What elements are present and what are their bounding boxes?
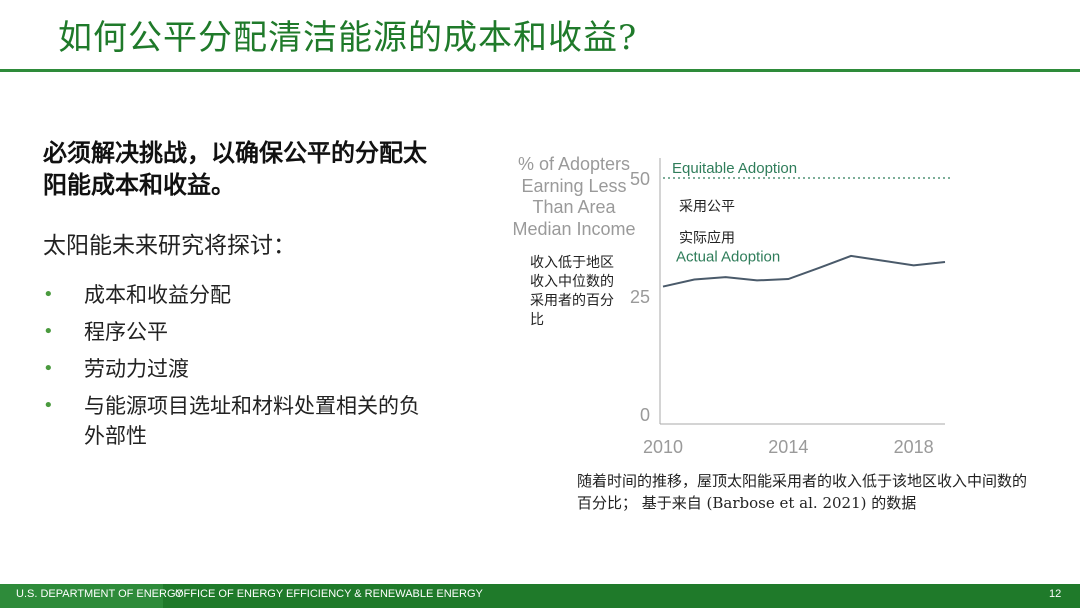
bullet-item: • 劳动力过渡 <box>43 354 423 384</box>
x-tick-label: 2010 <box>643 437 683 457</box>
bullet-text: 成本和收益分配 <box>84 283 231 307</box>
bullet-icon: • <box>43 395 54 416</box>
equitable-adoption-label-chinese: 采用公平 <box>679 199 735 215</box>
y-tick-label: 50 <box>630 169 650 189</box>
y-tick-label: 0 <box>640 405 650 425</box>
bullet-text: 劳动力过渡 <box>84 357 189 381</box>
bullet-item: • 成本和收益分配 <box>43 280 423 310</box>
chart-ylabel-chinese: 收入低于地区收入中位数的采用者的百分比 <box>530 255 614 328</box>
bullet-item: • 与能源项目选址和材料处置相关的负外部性 <box>43 391 423 451</box>
equitable-adoption-label: Equitable Adoption <box>672 160 797 177</box>
page-number: 12 <box>1049 588 1062 600</box>
bullet-icon: • <box>43 358 54 379</box>
chart-ylabel: % of Adopters Earning Less Than Area Med… <box>512 154 636 239</box>
adoption-line-chart: 0 25 50 2010 2014 2018 Equitable Adoption 采用公平实… <box>630 158 953 457</box>
bullet-list: • 成本和收益分配 • 程序公平 • 劳动力过渡 • 与能源项目选址和材料处置相关的负外… <box>43 280 423 458</box>
footer-dept-block <box>0 584 163 608</box>
chart-caption: 随着时间的推移，屋顶太阳能采用者的收入低于该地区收入中间数的百分比； 基于来自 … <box>577 472 1028 512</box>
bullet-icon: • <box>43 284 54 305</box>
x-tick-label: 2014 <box>768 437 808 457</box>
bullet-icon: • <box>43 321 54 342</box>
bullet-text: 与能源项目选址和材料处置相关的负外部性 <box>84 394 420 448</box>
footer-department: U.S. DEPARTMENT OF ENERGY <box>16 588 183 600</box>
actual-adoption-line <box>662 254 946 288</box>
footer-office: OFFICE OF ENERGY EFFICIENCY & RENEWABLE … <box>175 588 483 600</box>
actual-adoption-label: Actual Adoption <box>676 249 780 266</box>
y-tick-label: 25 <box>630 287 650 307</box>
intro-text: 太阳能未来研究将探讨： <box>43 233 296 259</box>
slide-title: 如何公平分配清洁能源的成本和收益? <box>58 18 638 58</box>
bullet-item: • 程序公平 <box>43 317 423 347</box>
title-divider <box>0 69 1080 72</box>
actual-adoption-label-chinese: 实际应用 <box>679 230 735 247</box>
x-tick-label: 2018 <box>894 437 934 457</box>
bullet-text: 程序公平 <box>84 320 168 344</box>
lead-statement: 必须解决挑战，以确保公平的分配太阳能成本和收益。 <box>43 138 427 199</box>
footer-bar: U.S. DEPARTMENT OF ENERGY OFFICE OF ENER… <box>0 584 1080 608</box>
